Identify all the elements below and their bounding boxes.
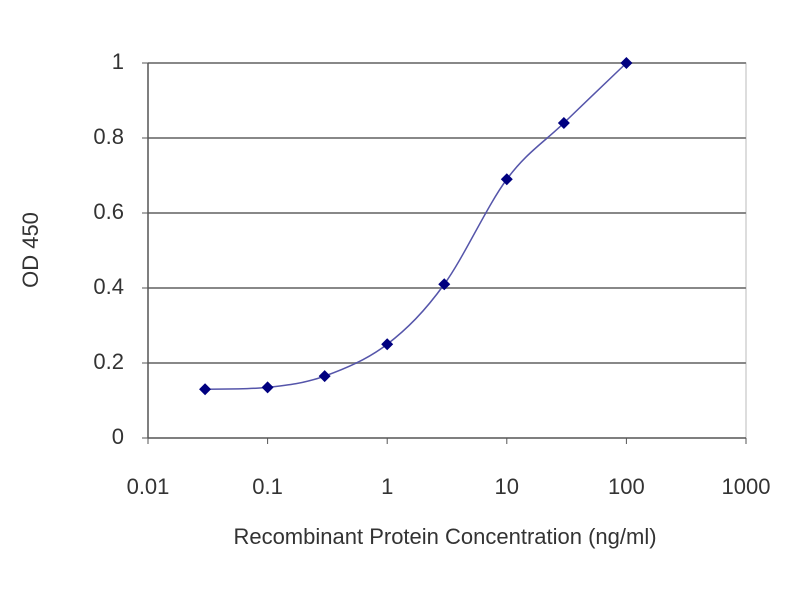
point [381,338,394,351]
y-tick-label: 1 [112,49,124,74]
x-tick-label: 0.01 [127,474,170,499]
y-tick-label: 0.2 [93,349,124,374]
x-tick-label: 0.1 [252,474,283,499]
point [318,370,331,383]
x-axis-label: Recombinant Protein Concentration (ng/ml… [233,524,656,549]
x-tick-label: 1 [381,474,393,499]
point [500,173,513,186]
point [557,117,570,129]
x-tick-label: 10 [495,474,519,499]
y-tick-label: 0 [112,424,124,449]
point [620,57,633,69]
plot-area [147,62,747,439]
y-tick-label: 0.6 [93,199,124,224]
y-tick-label: 0.4 [93,274,124,299]
point [261,381,274,394]
x-tick-label: 100 [608,474,645,499]
point [199,383,212,396]
point [438,278,451,291]
y-tick-label: 0.8 [93,124,124,149]
x-tick-label: 1000 [722,474,771,499]
y-axis-label: OD 450 [18,212,43,288]
